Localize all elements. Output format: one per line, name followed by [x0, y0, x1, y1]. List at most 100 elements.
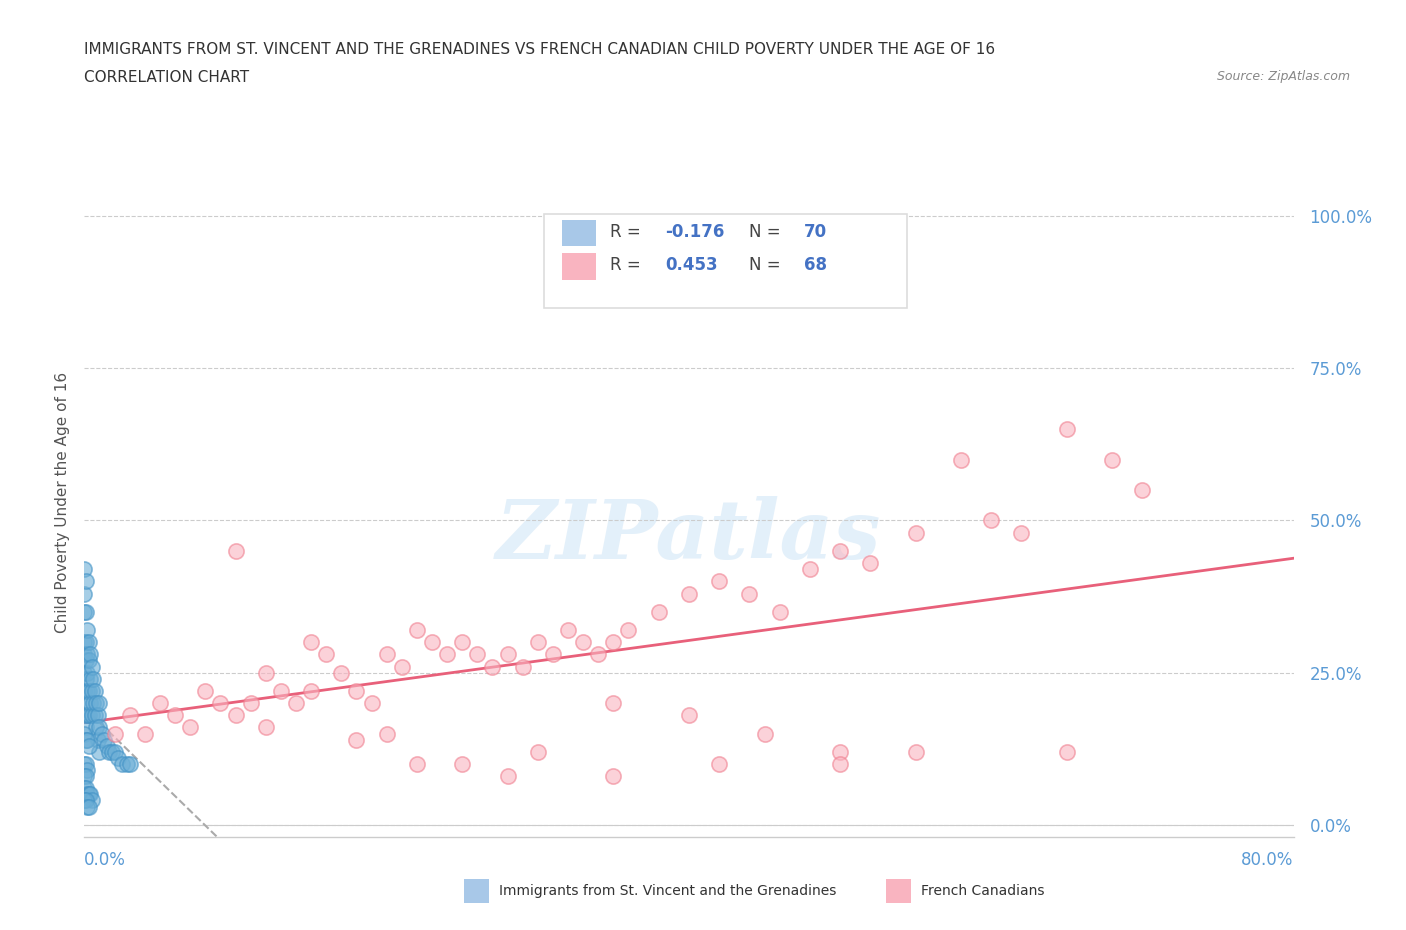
Point — [96, 738, 118, 753]
Point — [82, 671, 104, 686]
Point — [77, 684, 100, 698]
Point — [1130, 483, 1153, 498]
Point — [75, 671, 97, 686]
Point — [709, 574, 731, 589]
Point — [284, 696, 308, 711]
Point — [406, 756, 429, 771]
Point — [87, 708, 110, 723]
Point — [254, 720, 277, 735]
Point — [84, 708, 107, 723]
Text: French Canadians: French Canadians — [921, 884, 1045, 898]
Point — [980, 513, 1002, 528]
Point — [86, 696, 108, 711]
Point — [115, 756, 138, 771]
Point — [1010, 525, 1032, 540]
Point — [769, 604, 792, 619]
Point — [299, 684, 322, 698]
Point — [647, 604, 671, 619]
Point — [602, 696, 624, 711]
Point — [859, 555, 882, 570]
Point — [77, 653, 100, 668]
Text: Source: ZipAtlas.com: Source: ZipAtlas.com — [1216, 70, 1350, 83]
Point — [104, 726, 127, 741]
Point — [107, 751, 129, 765]
Point — [830, 543, 852, 558]
Point — [76, 622, 98, 637]
Point — [73, 756, 96, 771]
Point — [73, 781, 96, 796]
Point — [73, 684, 96, 698]
Point — [93, 732, 115, 747]
Point — [467, 647, 489, 662]
Point — [76, 665, 98, 680]
Point — [75, 653, 97, 668]
Point — [420, 635, 443, 650]
Text: 70: 70 — [804, 222, 827, 241]
Point — [451, 635, 474, 650]
Text: R =: R = — [610, 222, 647, 241]
Point — [73, 665, 96, 680]
Point — [73, 562, 96, 577]
Point — [75, 696, 97, 711]
Point — [86, 720, 108, 735]
Point — [678, 586, 700, 601]
Point — [76, 732, 98, 747]
Bar — [562, 253, 596, 280]
Point — [375, 726, 398, 741]
Point — [678, 708, 700, 723]
Point — [73, 708, 96, 723]
Point — [73, 635, 96, 650]
Point — [111, 756, 134, 771]
Point — [79, 696, 101, 711]
Point — [76, 647, 98, 662]
Point — [194, 684, 217, 698]
Text: -0.176: -0.176 — [665, 222, 724, 241]
Point — [77, 787, 100, 802]
Point — [73, 769, 96, 784]
Point — [239, 696, 262, 711]
Point — [163, 708, 186, 723]
Point — [346, 732, 368, 747]
Point — [406, 622, 429, 637]
Point — [77, 708, 100, 723]
Point — [270, 684, 292, 698]
Point — [75, 635, 97, 650]
Point — [76, 763, 98, 777]
Text: 68: 68 — [804, 256, 827, 274]
Point — [526, 635, 548, 650]
Text: N =: N = — [749, 256, 786, 274]
Point — [950, 452, 973, 467]
Point — [134, 726, 156, 741]
Point — [100, 744, 122, 759]
Point — [360, 696, 382, 711]
Point — [89, 720, 111, 735]
Point — [481, 659, 503, 674]
Point — [82, 696, 104, 711]
Point — [588, 647, 610, 662]
Text: Immigrants from St. Vincent and the Grenadines: Immigrants from St. Vincent and the Gren… — [499, 884, 837, 898]
Point — [79, 787, 101, 802]
Point — [118, 756, 141, 771]
Point — [830, 756, 852, 771]
Point — [904, 525, 927, 540]
Point — [73, 604, 96, 619]
Point — [541, 647, 564, 662]
Point — [496, 769, 519, 784]
Point — [118, 708, 141, 723]
Point — [526, 744, 548, 759]
Point — [75, 604, 97, 619]
Point — [73, 726, 96, 741]
Point — [209, 696, 232, 711]
Point — [89, 744, 111, 759]
Point — [738, 586, 761, 601]
Point — [73, 793, 96, 808]
Point — [75, 793, 97, 808]
Point — [77, 799, 100, 814]
Point — [75, 769, 97, 784]
Point — [87, 732, 110, 747]
Point — [830, 744, 852, 759]
Point — [77, 738, 100, 753]
Point — [89, 696, 111, 711]
Point — [436, 647, 458, 662]
Text: 0.0%: 0.0% — [84, 851, 127, 870]
